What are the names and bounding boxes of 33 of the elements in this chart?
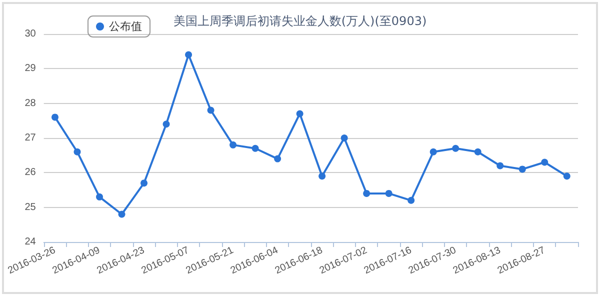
point	[318, 172, 326, 180]
y-tick-label: 28	[24, 98, 36, 109]
point	[518, 166, 526, 173]
legend-label: 公布值	[109, 20, 142, 33]
point	[274, 155, 282, 162]
point	[474, 148, 482, 156]
point	[563, 172, 570, 180]
point	[452, 144, 460, 152]
point	[207, 106, 214, 114]
point	[185, 51, 192, 58]
point	[118, 210, 126, 218]
point	[363, 190, 370, 197]
point	[541, 158, 548, 166]
point	[140, 180, 148, 187]
point	[430, 148, 437, 156]
point	[340, 134, 348, 142]
y-tick-label: 25	[24, 202, 36, 213]
y-tick-label: 24	[24, 236, 36, 248]
y-tick-label: 26	[24, 167, 36, 178]
y-tick-label: 30	[24, 28, 36, 40]
point	[162, 120, 170, 128]
y-tick-label: 27	[24, 132, 36, 144]
point	[230, 141, 237, 148]
point	[74, 148, 81, 156]
point	[252, 144, 259, 152]
point	[385, 190, 392, 197]
point	[51, 114, 58, 121]
chart-title: 美国上周季调后初请失业金人数(万人)(至0903)	[173, 14, 427, 28]
point	[496, 162, 504, 170]
point	[408, 196, 415, 204]
point	[96, 193, 103, 200]
point	[296, 110, 304, 118]
y-tick-label: 29	[24, 63, 36, 74]
